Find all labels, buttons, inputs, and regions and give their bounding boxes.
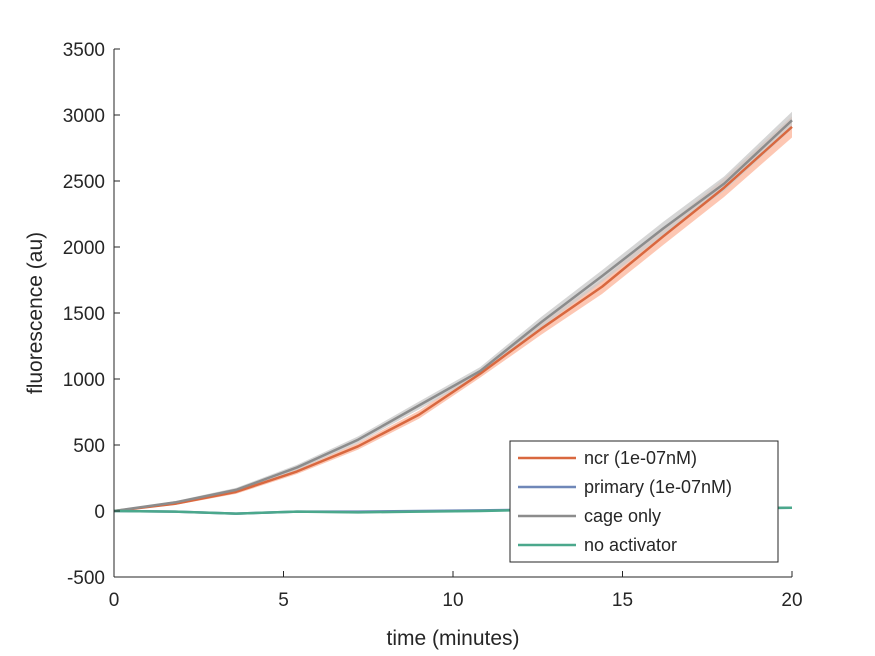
legend: ncr (1e-07nM) primary (1e-07nM) cage only n…	[509, 440, 779, 563]
y-tick-label: 1000	[63, 370, 105, 391]
y-tick-label: 3500	[63, 40, 105, 61]
legend-entry: cage only	[584, 506, 661, 526]
y-tick-label: -500	[67, 568, 105, 589]
y-tick-label: 3000	[63, 106, 105, 127]
legend-entry: primary (1e-07nM)	[584, 477, 732, 497]
legend-box	[509, 440, 779, 563]
x-tick-label: 20	[781, 590, 802, 611]
x-axis-title: time (minutes)	[386, 627, 519, 650]
x-tick-label: 0	[109, 590, 120, 611]
x-tick-label: 10	[442, 590, 463, 611]
y-tick-label: 500	[73, 436, 105, 457]
y-axis-title: fluorescence (au)	[24, 232, 47, 394]
series-line-2	[113, 119, 793, 513]
legend-entry: no activator	[584, 535, 677, 555]
y-tick-label: 1500	[63, 304, 105, 325]
x-ticks: 0 5 10 15 20	[109, 571, 803, 611]
series-line-0	[113, 125, 793, 513]
x-tick-label: 15	[612, 590, 633, 611]
y-tick-label: 2000	[63, 238, 105, 259]
y-tick-label: 2500	[63, 172, 105, 193]
x-tick-label: 5	[278, 590, 289, 611]
y-tick-label: 0	[94, 502, 105, 523]
legend-entry: ncr (1e-07nM)	[584, 448, 697, 468]
y-ticks: -500 0 500 1000 1500 2000 2500 3000 3500	[63, 40, 120, 589]
axes: 0 5 10 15 20 -500050010001500200025003000350…	[63, 40, 803, 611]
